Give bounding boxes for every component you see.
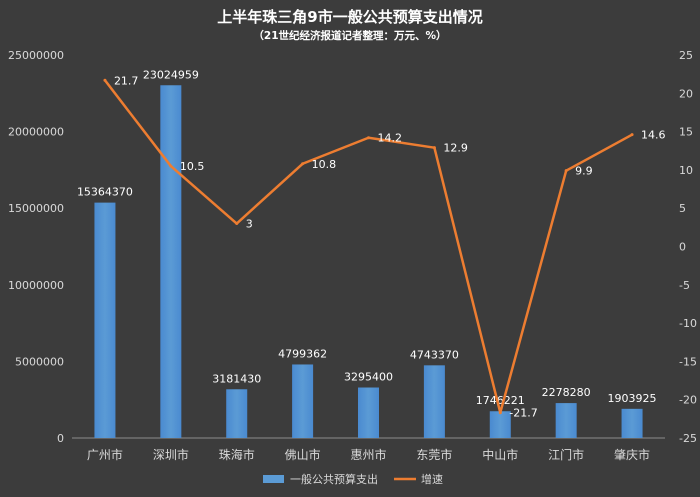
growth-point — [301, 162, 305, 166]
y-left-tick-label: 10000000 — [8, 279, 64, 292]
bar-value-label: 1746221 — [476, 394, 525, 407]
x-tick-label: 东莞市 — [416, 447, 452, 462]
bar — [423, 365, 445, 438]
y-right-tick-label: 0 — [679, 241, 686, 254]
bar-value-label: 3181430 — [212, 372, 261, 385]
bar — [621, 408, 643, 438]
line-value-label: 14.6 — [641, 129, 666, 142]
y-left-tick-label: 0 — [57, 432, 64, 445]
line-value-label: 14.2 — [378, 132, 403, 145]
y-right-tick-label: 10 — [679, 164, 693, 177]
y-right-tick-label: -15 — [679, 355, 697, 368]
x-tick-label: 肇庆市 — [614, 447, 650, 462]
line-value-label: 9.9 — [575, 165, 593, 178]
growth-point — [235, 222, 239, 226]
line-value-label: 3 — [246, 218, 253, 231]
bar-value-label: 23024959 — [143, 68, 199, 81]
legend-line-label: 增速 — [421, 472, 443, 486]
y-right-tick-label: 5 — [679, 202, 686, 215]
x-tick-label: 中山市 — [482, 447, 518, 462]
bar-value-label: 3295400 — [344, 371, 393, 384]
y-right-tick-label: 25 — [679, 49, 693, 62]
bar — [358, 387, 379, 438]
bar — [160, 85, 182, 438]
x-tick-label: 深圳市 — [153, 447, 189, 462]
x-tick-label: 广州市 — [87, 447, 123, 462]
x-tick-label: 珠海市 — [219, 447, 255, 462]
line-value-label: 10.8 — [312, 158, 337, 171]
bar-value-label: 4799362 — [278, 347, 327, 360]
y-right-tick-label: 15 — [679, 126, 693, 139]
x-tick-label: 江门市 — [548, 447, 584, 462]
bar-value-label: 15364370 — [77, 186, 133, 199]
y-left-tick-label: 5000000 — [15, 355, 64, 368]
legend-bar-label: 一般公共预算支出 — [290, 472, 378, 486]
x-tick-label: 佛山市 — [285, 447, 321, 462]
y-left-tick-label: 25000000 — [8, 49, 64, 62]
y-right-tick-label: 20 — [679, 87, 693, 100]
chart-subtitle: （21世纪经济报道记者整理：万元、%） — [253, 29, 446, 42]
y-right-tick-label: -5 — [679, 279, 690, 292]
bar — [226, 389, 248, 438]
growth-point — [169, 164, 173, 168]
legend-bar-swatch — [263, 475, 284, 483]
bar-value-label: 1903925 — [608, 392, 657, 405]
growth-point — [630, 133, 634, 137]
y-right-tick-label: -20 — [679, 394, 697, 407]
growth-point — [103, 78, 107, 82]
growth-point — [498, 411, 502, 415]
bar-value-label: 4743370 — [410, 348, 459, 361]
bar — [94, 202, 116, 438]
growth-point — [367, 136, 370, 140]
growth-point — [564, 169, 568, 173]
bar-value-label: 2278280 — [542, 386, 591, 399]
line-value-label: 10.5 — [180, 160, 205, 173]
y-right-tick-label: -10 — [679, 317, 697, 330]
bar — [555, 403, 577, 438]
y-left-tick-label: 20000000 — [8, 126, 64, 139]
growth-point — [432, 146, 436, 150]
x-tick-label: 惠州市 — [350, 447, 386, 462]
y-left-tick-label: 15000000 — [8, 202, 64, 215]
y-right-tick-label: -25 — [679, 432, 697, 445]
bar — [292, 364, 314, 438]
line-value-label: -21.7 — [509, 407, 537, 420]
bar — [489, 411, 511, 438]
chart-title: 上半年珠三角9市一般公共预算支出情况 — [217, 8, 482, 26]
growth-line — [103, 79, 633, 414]
line-value-label: 21.7 — [114, 74, 139, 87]
line-value-label: 12.9 — [443, 142, 468, 155]
